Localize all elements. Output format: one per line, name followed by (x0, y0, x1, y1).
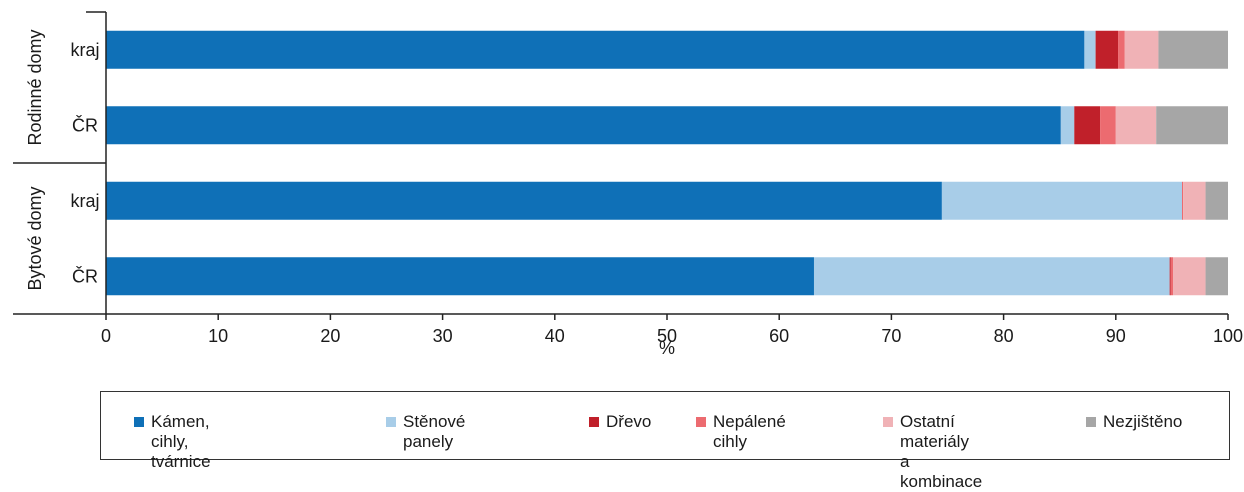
bar-row0-series1 (1084, 30, 1096, 69)
legend-swatch-drevo (589, 417, 599, 427)
row-label-1: ČR (72, 114, 98, 135)
x-tick-label-5: 50 (657, 326, 677, 346)
legend: Kámen, cihly, tvárnice Stěnové panely Dř… (100, 391, 1230, 491)
bar-row2-series4 (1183, 181, 1206, 220)
group-label-1: Bytové domy (25, 186, 45, 290)
legend-swatch-nezjisteno (1086, 417, 1096, 427)
legend-label-drevo: Dřevo (606, 412, 652, 431)
bar-row1-series0 (106, 106, 1061, 145)
x-tick-label-2: 20 (320, 326, 340, 346)
bar-row2-series3 (1181, 181, 1184, 220)
x-axis-label: % (659, 338, 675, 358)
x-tick-label-4: 40 (545, 326, 565, 346)
bar-row0-series5 (1158, 30, 1228, 69)
x-tick-label-6: 60 (769, 326, 789, 346)
bar-row2-series1 (941, 181, 1182, 220)
group-label-0: Rodinné domy (25, 29, 45, 145)
bar-row3-series0 (106, 257, 814, 296)
bar-row3-series5 (1205, 257, 1228, 296)
bar-row0-series4 (1124, 30, 1159, 69)
bar-row3-series1 (813, 257, 1170, 296)
row-label-0: kraj (70, 40, 99, 60)
stacked-bar-chart: kraj ČR kraj ČR Rodinné domy Bytové domy 0 10 20… (13, 11, 1243, 358)
bar-row2-series0 (106, 181, 942, 220)
bar-row1-series2 (1074, 106, 1101, 145)
bar-row1-series4 (1115, 106, 1157, 145)
bar-row3-series4 (1173, 257, 1206, 296)
legend-label-nepalene: Nepálené cihly (713, 412, 786, 451)
legend-label-ostatni: Ostatní materiály a kombinace (900, 412, 983, 491)
bar-row0-series3 (1118, 30, 1125, 69)
bar-row1-series5 (1156, 106, 1228, 145)
x-tick-label-0: 0 (101, 326, 111, 346)
x-tick-label-3: 30 (433, 326, 453, 346)
x-tick-label-1: 10 (208, 326, 228, 346)
legend-label-kamen: Kámen, cihly, tvárnice (151, 412, 211, 471)
x-tick-label-7: 70 (881, 326, 901, 346)
legend-swatch-nepalene (696, 417, 706, 427)
row-label-2: kraj (70, 191, 99, 211)
bar-row1-series3 (1100, 106, 1116, 145)
x-tick-label-10: 100 (1213, 326, 1243, 346)
legend-label-nezjisteno: Nezjištěno (1103, 412, 1183, 431)
legend-swatch-ostatni (883, 417, 893, 427)
bar-row0-series0 (106, 30, 1085, 69)
bar-row0-series2 (1095, 30, 1119, 69)
legend-swatch-panely (386, 417, 396, 427)
row-label-3: ČR (72, 265, 98, 286)
legend-label-panely: Stěnové panely (403, 412, 466, 451)
legend-swatch-kamen (134, 417, 144, 427)
x-tick-label-9: 90 (1106, 326, 1126, 346)
bar-row1-series1 (1060, 106, 1075, 145)
bar-row2-series5 (1205, 181, 1228, 220)
bar-row3-series2 (1169, 257, 1171, 296)
x-tick-label-8: 80 (994, 326, 1014, 346)
bar-row3-series3 (1170, 257, 1174, 296)
